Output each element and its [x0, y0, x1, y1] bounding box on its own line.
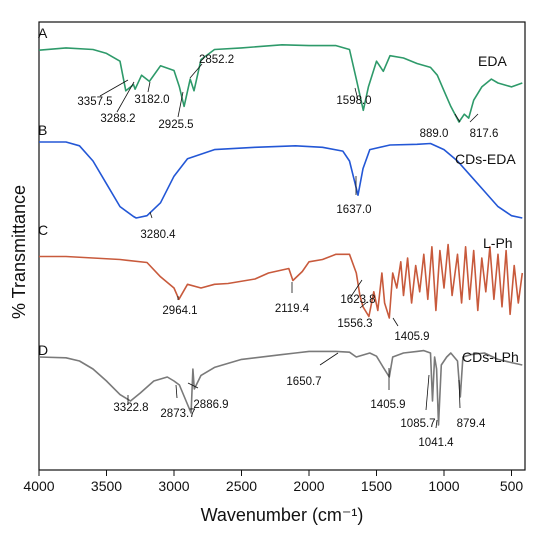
series-line-l-ph — [39, 243, 524, 319]
y-axis-title: % Transmittance — [9, 185, 29, 319]
panel-label-b: B — [38, 122, 47, 138]
x-tick-label: 500 — [500, 478, 524, 494]
x-tick-label: 3500 — [91, 478, 122, 494]
peak-label: 1405.9 — [370, 399, 405, 411]
series-line-eda — [38, 44, 523, 123]
peak-pointer — [175, 384, 178, 399]
peak-label: 3280.4 — [140, 229, 176, 241]
peak-label: 2964.1 — [162, 305, 197, 317]
peak-label: 3288.2 — [100, 113, 135, 125]
series-name-cds-eda: CDs-EDA — [455, 151, 516, 167]
peak-label: 1041.4 — [418, 437, 454, 449]
peak-pointer — [116, 81, 135, 113]
peak-pointer — [319, 352, 339, 366]
peak-label: 889.0 — [420, 128, 449, 140]
plot-frame — [38, 21, 526, 471]
peak-label: 1637.0 — [336, 204, 371, 216]
peak-label: 2925.5 — [158, 119, 193, 131]
peak-label: 3322.8 — [113, 402, 148, 414]
peak-label: 3182.0 — [134, 94, 169, 106]
peak-pointer — [435, 419, 438, 429]
peak-pointer — [425, 374, 430, 411]
peak-label: 2119.4 — [275, 303, 310, 315]
peak-label: 2873.7 — [160, 408, 195, 420]
series-layer — [38, 44, 524, 426]
peak-label: 1623.8 — [340, 294, 375, 306]
peak-label: 1556.3 — [337, 318, 372, 330]
peak-pointer — [359, 301, 368, 309]
x-tick-label: 1000 — [428, 478, 459, 494]
peak-pointer — [147, 81, 151, 93]
peak-pointer — [187, 382, 199, 389]
x-tick-label: 3000 — [158, 478, 189, 494]
peak-pointer — [177, 91, 184, 118]
peak-label: 817.6 — [470, 128, 499, 140]
annotation-layer: 3357.5 3288.2 3182.0 2925.5 2852.2 1598.0 889.… — [77, 54, 498, 449]
peak-label: 1650.7 — [286, 376, 321, 388]
series-line-cds-eda — [39, 141, 523, 219]
peak-pointer — [99, 79, 129, 97]
peak-pointer — [349, 279, 363, 299]
peak-label: 1405.9 — [394, 331, 429, 343]
series-name-l-ph: L-Ph — [483, 235, 513, 251]
peak-pointer — [392, 317, 399, 327]
peak-label: 879.4 — [457, 418, 486, 430]
x-tick-label: 4000 — [23, 478, 54, 494]
panel-label-d: D — [38, 342, 48, 358]
peak-label: 3357.5 — [77, 96, 112, 108]
peak-pointer — [149, 211, 153, 219]
series-name-eda: EDA — [478, 53, 507, 69]
peak-pointer — [469, 113, 479, 123]
peak-pointer — [189, 63, 203, 79]
peak-label: 2886.9 — [193, 399, 228, 411]
peak-label: 2852.2 — [199, 54, 234, 66]
x-tick-label: 1500 — [361, 478, 392, 494]
series-line-cds-lph — [38, 349, 523, 426]
panel-label-a: A — [38, 25, 48, 41]
peak-pointer — [354, 87, 359, 101]
peak-label: 1598.0 — [336, 95, 371, 107]
peak-pointer — [454, 113, 461, 123]
x-tick-label: 2000 — [293, 478, 324, 494]
x-axis: 4000 3500 3000 2500 2000 1500 1000 500 — [23, 470, 523, 494]
peak-pointer — [458, 379, 461, 409]
series-name-cds-lph: CDs-LPh — [462, 349, 519, 365]
x-tick-label: 2500 — [226, 478, 257, 494]
x-axis-title: Wavenumber (cm⁻¹) — [201, 505, 364, 525]
peak-label: 1085.7 — [400, 418, 435, 430]
panel-label-c: C — [38, 222, 48, 238]
